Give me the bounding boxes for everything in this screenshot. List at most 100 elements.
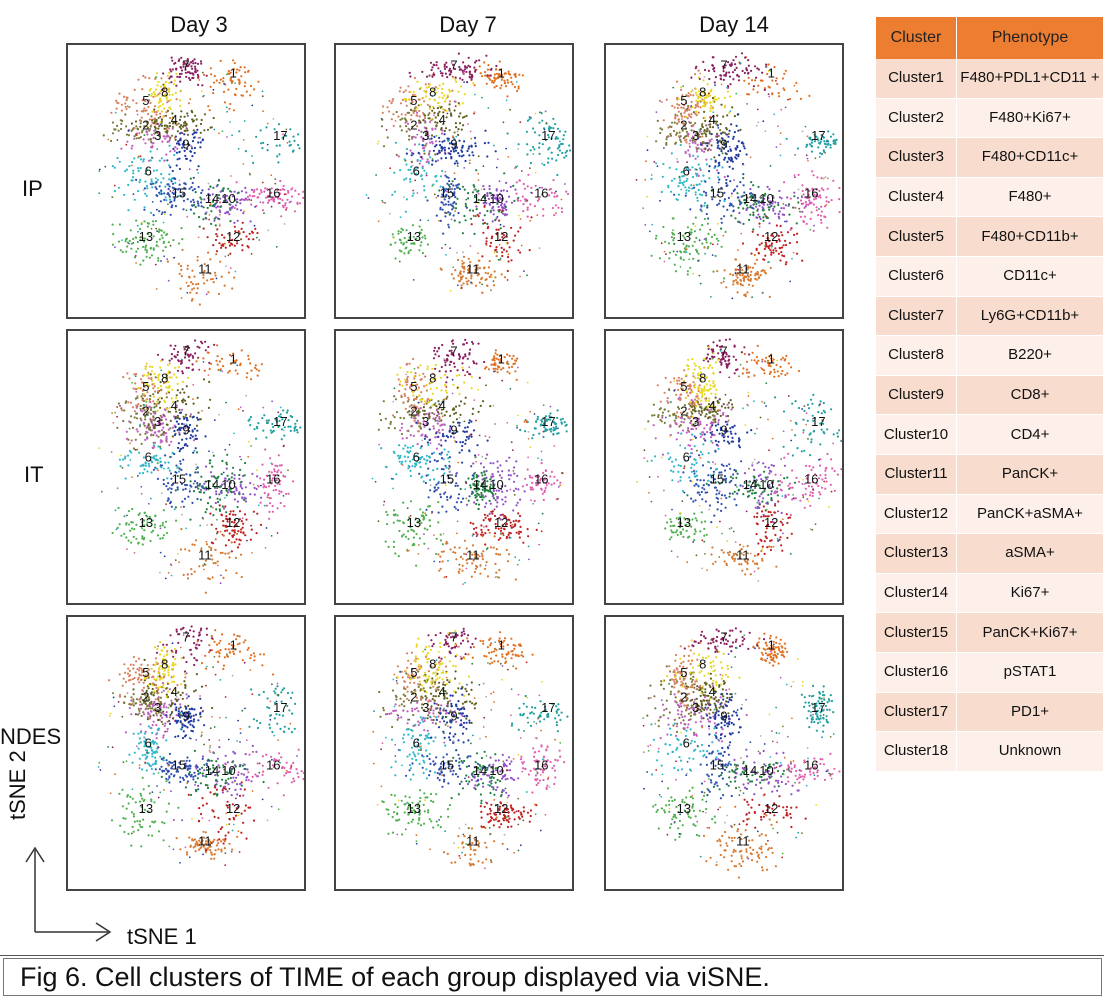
scatter-point (553, 192, 556, 195)
scatter-point (216, 355, 219, 358)
scatter-point (152, 400, 155, 403)
scatter-point (123, 515, 126, 518)
scatter-point (468, 145, 471, 148)
scatter-point (703, 105, 706, 108)
cluster-label: 14 (473, 191, 487, 206)
scatter-point (424, 91, 427, 94)
scatter-point (808, 189, 811, 192)
cluster-7-points (690, 52, 768, 92)
scatter-point (528, 249, 531, 252)
scatter-point (677, 118, 680, 121)
scatter-point (751, 266, 755, 269)
scatter-point (211, 200, 215, 203)
scatter-point (426, 103, 430, 106)
scatter-point (446, 94, 449, 97)
scatter-point (135, 178, 138, 181)
scatter-point (215, 359, 218, 362)
scatter-point (196, 287, 199, 290)
scatter-point (685, 115, 688, 119)
scatter-point (419, 244, 422, 247)
scatter-point (771, 200, 775, 203)
scatter-point (143, 187, 146, 190)
scatter-point (195, 539, 198, 542)
scatter-point (156, 148, 159, 151)
scatter-point (146, 523, 149, 526)
scatter-point (192, 287, 195, 290)
scatter-point (231, 238, 234, 241)
scatter-point (709, 140, 712, 143)
scatter-point (803, 206, 806, 209)
scatter-point (104, 165, 107, 168)
scatter-point (779, 154, 782, 157)
scatter-point (133, 88, 136, 91)
scatter-point (130, 147, 133, 150)
scatter-point (726, 85, 730, 88)
scatter-point (177, 422, 180, 426)
scatter-point (139, 155, 142, 158)
scatter-point (418, 249, 421, 252)
scatter-point (397, 230, 400, 233)
scatter-point (655, 111, 658, 113)
scatter-point (428, 107, 431, 110)
scatter-point (130, 527, 134, 530)
scatter-point (470, 274, 473, 277)
scatter-point (798, 207, 801, 210)
scatter-point (453, 109, 456, 112)
scatter-point (409, 75, 412, 78)
scatter-point (176, 350, 180, 354)
scatter-point (467, 279, 470, 282)
scatter-point (285, 206, 288, 210)
scatter-point (560, 142, 563, 146)
scatter-point (490, 196, 493, 200)
scatter-point (135, 406, 138, 409)
scatter-point (217, 564, 219, 567)
scatter-point (691, 135, 694, 138)
scatter-point (436, 87, 439, 90)
scatter-point (171, 426, 175, 429)
scatter-point (141, 397, 144, 400)
scatter-point (235, 359, 238, 362)
scatter-point (256, 231, 259, 235)
scatter-point (165, 131, 169, 134)
scatter-point (211, 193, 214, 196)
scatter-point (143, 394, 146, 397)
scatter-point (208, 367, 211, 371)
cluster-3-points (120, 122, 193, 162)
scatter-point (269, 502, 272, 505)
scatter-point (550, 191, 553, 194)
scatter-point (130, 415, 133, 418)
scatter-point (775, 79, 777, 82)
scatter-point (248, 198, 251, 201)
scatter-point (441, 72, 444, 75)
scatter-point (780, 231, 783, 234)
scatter-point (542, 195, 544, 197)
scatter-point (526, 274, 528, 277)
scatter-point (452, 148, 455, 151)
scatter-point (156, 208, 158, 211)
scatter-point (168, 77, 171, 80)
scatter-point (542, 214, 545, 217)
scatter-point (235, 524, 238, 527)
scatter-point (400, 241, 403, 244)
scatter-point (697, 188, 700, 192)
scatter-point (208, 194, 212, 197)
scatter-point (146, 374, 149, 377)
scatter-point (119, 405, 121, 407)
scatter-point (448, 185, 451, 188)
scatter-point (829, 146, 832, 149)
scatter-point (737, 249, 739, 252)
scatter-point (701, 194, 704, 197)
scatter-point (224, 529, 227, 532)
scatter-point (210, 541, 213, 544)
scatter-point (440, 149, 443, 152)
scatter-point (135, 428, 138, 431)
scatter-point (117, 506, 120, 510)
scatter-point (495, 198, 498, 201)
scatter-point (129, 401, 133, 404)
scatter-point (461, 265, 464, 268)
scatter-point (444, 243, 447, 246)
scatter-point (767, 70, 770, 73)
scatter-point (180, 72, 183, 75)
scatter-point (172, 257, 175, 259)
scatter-point (132, 387, 135, 390)
